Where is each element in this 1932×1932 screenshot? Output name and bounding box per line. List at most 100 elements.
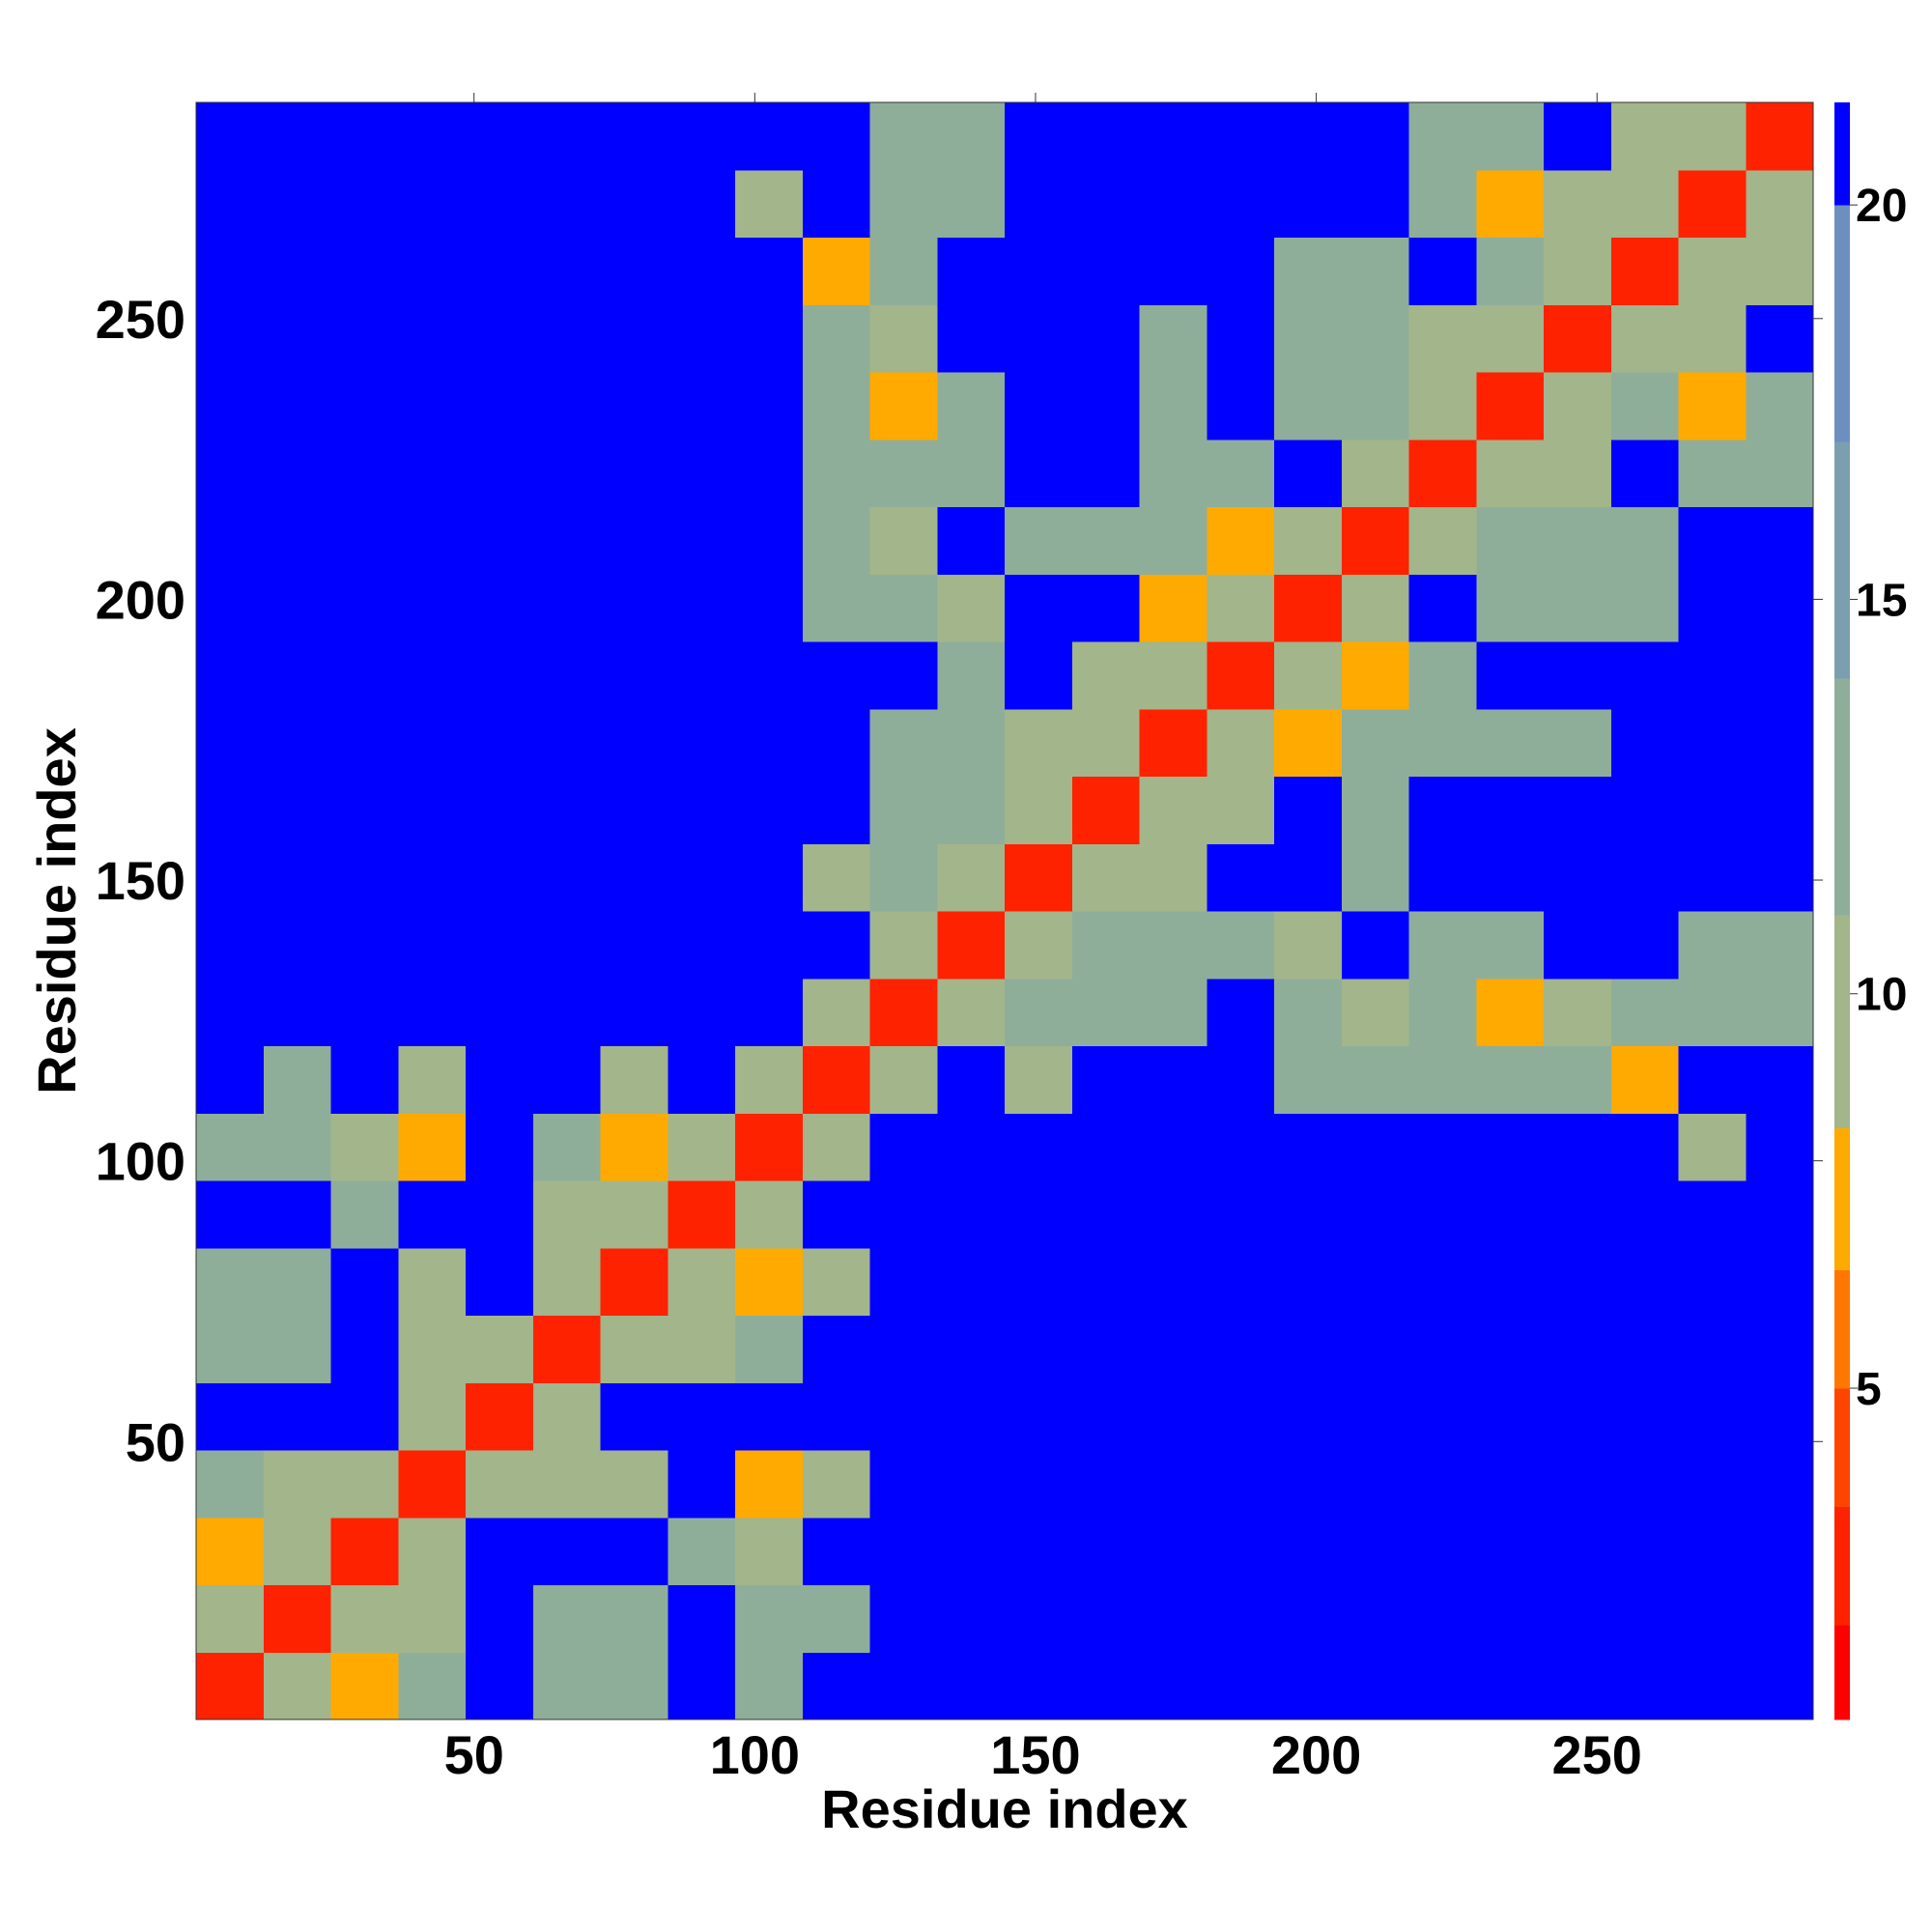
heatmap-cell — [398, 439, 467, 507]
colorbar-band — [1834, 1127, 1850, 1271]
heatmap-cell — [937, 1045, 1006, 1114]
heatmap-cell — [1408, 1652, 1477, 1720]
heatmap-cell — [1341, 843, 1409, 912]
heatmap-cell — [1274, 574, 1343, 642]
heatmap-cell — [1005, 1450, 1073, 1519]
heatmap-cell — [1071, 304, 1140, 373]
heatmap-cell — [398, 237, 467, 305]
heatmap-cell — [869, 506, 938, 575]
heatmap-cell — [1476, 1652, 1545, 1720]
heatmap-cell — [1274, 641, 1343, 710]
heatmap-cell — [532, 304, 601, 373]
heatmap-cell — [330, 911, 399, 980]
heatmap-cell — [1207, 574, 1275, 642]
heatmap-cell — [668, 237, 736, 305]
colorbar-band — [1834, 102, 1850, 206]
heatmap-cell — [869, 776, 938, 844]
heatmap-cell — [1544, 1045, 1612, 1114]
heatmap-cell — [937, 911, 1006, 980]
heatmap-cell — [263, 641, 331, 710]
heatmap-cell — [263, 1450, 331, 1519]
heatmap-cell — [1274, 1450, 1343, 1519]
heatmap-cell — [532, 1450, 601, 1519]
heatmap-cell — [1005, 1382, 1073, 1451]
heatmap-cell — [1544, 1315, 1612, 1383]
heatmap-cell — [466, 1113, 534, 1181]
heatmap-cell — [1341, 708, 1409, 777]
heatmap-cell — [1678, 1517, 1747, 1585]
heatmap-cell — [668, 1652, 736, 1720]
heatmap-cell — [532, 978, 601, 1046]
colorbar-band — [1834, 441, 1850, 679]
heatmap-cell — [263, 978, 331, 1046]
heatmap-cell — [1544, 237, 1612, 305]
heatmap-cell — [802, 978, 870, 1046]
heatmap-cell — [1610, 708, 1679, 777]
heatmap-cell — [1678, 439, 1747, 507]
heatmap-cell — [600, 304, 668, 373]
heatmap-cell — [466, 237, 534, 305]
heatmap-cell — [1610, 1382, 1679, 1451]
heatmap-cell — [802, 102, 870, 171]
heatmap-cell — [330, 372, 399, 440]
heatmap-cell — [1139, 776, 1208, 844]
heatmap-cell — [735, 776, 804, 844]
heatmap-cell — [1274, 1315, 1343, 1383]
heatmap-cell — [1005, 237, 1073, 305]
heatmap-cell — [668, 102, 736, 171]
heatmap-cell — [532, 708, 601, 777]
heatmap-cell — [1207, 506, 1275, 575]
heatmap-cell — [1746, 911, 1814, 980]
heatmap-cell — [735, 237, 804, 305]
heatmap-cell — [1071, 1045, 1140, 1114]
heatmap-cell — [1476, 641, 1545, 710]
heatmap-cell — [1005, 911, 1073, 980]
heatmap-cell — [196, 978, 265, 1046]
heatmap-cell — [1207, 372, 1275, 440]
heatmap-cell — [1544, 708, 1612, 777]
heatmap-cell — [1544, 1382, 1612, 1451]
heatmap-cell — [1274, 169, 1343, 238]
heatmap-cell — [668, 439, 736, 507]
heatmap-cell — [668, 843, 736, 912]
heatmap-cell — [1207, 102, 1275, 171]
heatmap-cell — [532, 1247, 601, 1316]
heatmap-cell — [1207, 1315, 1275, 1383]
heatmap-cell — [263, 843, 331, 912]
heatmap-cell — [600, 1247, 668, 1316]
heatmap-cell — [937, 1247, 1006, 1316]
heatmap-cell — [1274, 1113, 1343, 1181]
heatmap-cell — [1476, 1517, 1545, 1585]
heatmap-cell — [600, 776, 668, 844]
heatmap-cell — [1746, 372, 1814, 440]
heatmap-cell — [1544, 439, 1612, 507]
heatmap-cell — [1610, 1450, 1679, 1519]
heatmap-cell — [1746, 1652, 1814, 1720]
heatmap-cell — [532, 776, 601, 844]
heatmap-cell — [532, 1113, 601, 1181]
heatmap-cell — [1207, 439, 1275, 507]
heatmap-cell — [1274, 1517, 1343, 1585]
heatmap-cell — [330, 641, 399, 710]
heatmap-cell — [1005, 169, 1073, 238]
heatmap-cell — [196, 1247, 265, 1316]
heatmap-cell — [735, 169, 804, 238]
heatmap-cell — [1274, 978, 1343, 1046]
heatmap-cell — [330, 1113, 399, 1181]
heatmap-cell — [330, 304, 399, 373]
heatmap-cell — [937, 776, 1006, 844]
heatmap-cell — [1678, 237, 1747, 305]
heatmap-cell — [937, 1113, 1006, 1181]
heatmap-cell — [1746, 1382, 1814, 1451]
heatmap-cell — [398, 1584, 467, 1653]
heatmap-cell — [937, 439, 1006, 507]
heatmap-cell — [1005, 776, 1073, 844]
heatmap-cell — [1544, 978, 1612, 1046]
y-tick-label: 50 — [126, 1411, 185, 1472]
heatmap-cell — [1207, 1247, 1275, 1316]
heatmap-cell — [330, 506, 399, 575]
heatmap-cell — [937, 1315, 1006, 1383]
heatmap-cell — [1274, 1382, 1343, 1451]
heatmap-cell — [735, 304, 804, 373]
heatmap-cell — [263, 1247, 331, 1316]
